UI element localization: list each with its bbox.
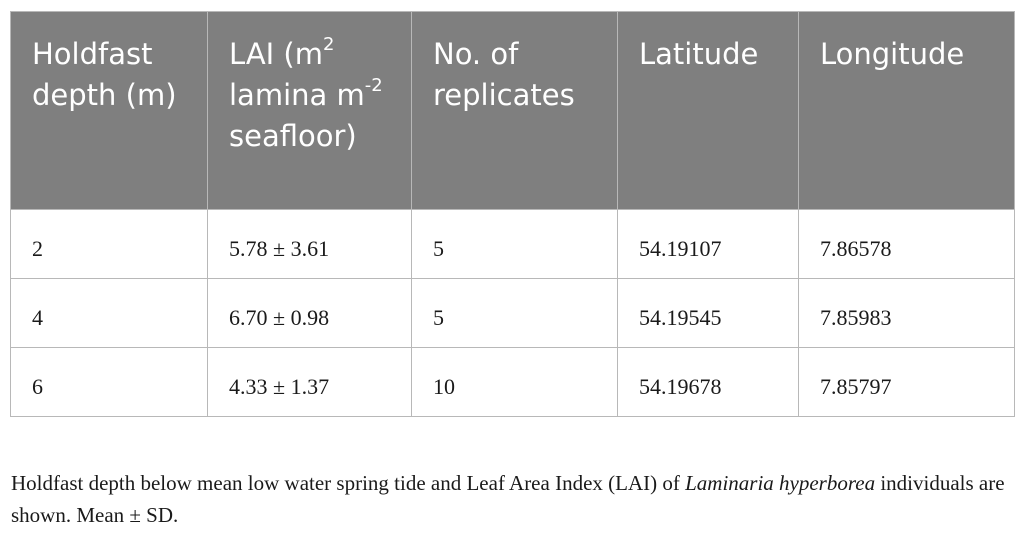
header-longitude: Longitude (798, 11, 1015, 210)
cell-longitude: 7.85983 (798, 278, 1015, 348)
cell-latitude: 54.19678 (617, 347, 799, 417)
cell-lai: 6.70 ± 0.98 (207, 278, 412, 348)
caption-species-name: Laminaria hyperborea (685, 471, 876, 495)
cell-lai: 4.33 ± 1.37 (207, 347, 412, 417)
cell-lai: 5.78 ± 3.61 (207, 209, 412, 279)
cell-latitude: 54.19545 (617, 278, 799, 348)
header-lai: LAI (m2 lamina m-2 seafloor) (207, 11, 412, 210)
cell-longitude: 7.85797 (798, 347, 1015, 417)
cell-replicates: 10 (411, 347, 618, 417)
table-caption: Holdfast depth below mean low water spri… (11, 467, 1015, 531)
cell-latitude: 54.19107 (617, 209, 799, 279)
data-table-container: Holdfast depth (m) LAI (m2 lamina m-2 se… (10, 11, 1015, 417)
cell-replicates: 5 (411, 278, 618, 348)
header-replicates: No. of replicates (411, 11, 618, 210)
header-latitude: Latitude (617, 11, 799, 210)
caption-text-start: Holdfast depth below mean low water spri… (11, 471, 686, 495)
cell-depth: 6 (10, 347, 208, 417)
header-lai-sup1: 2 (323, 34, 335, 56)
cell-replicates: 5 (411, 209, 618, 279)
cell-depth: 4 (10, 278, 208, 348)
cell-depth: 2 (10, 209, 208, 279)
table-header: Holdfast depth (m) LAI (m2 lamina m-2 se… (10, 11, 1015, 210)
table-row: 2 5.78 ± 3.61 5 54.19107 7.86578 (10, 209, 1015, 279)
header-lai-prefix: LAI (m (229, 37, 323, 71)
header-lai-suffix: seafloor) (229, 119, 357, 153)
header-holdfast-depth: Holdfast depth (m) (10, 11, 208, 210)
table-row: 6 4.33 ± 1.37 10 54.19678 7.85797 (10, 347, 1015, 417)
data-table: Holdfast depth (m) LAI (m2 lamina m-2 se… (10, 11, 1015, 417)
header-lai-sup2: -2 (364, 75, 383, 97)
cell-longitude: 7.86578 (798, 209, 1015, 279)
header-row: Holdfast depth (m) LAI (m2 lamina m-2 se… (10, 11, 1015, 210)
header-lai-mid: lamina m (229, 78, 365, 112)
table-body: 2 5.78 ± 3.61 5 54.19107 7.86578 4 6.70 … (10, 209, 1015, 417)
table-row: 4 6.70 ± 0.98 5 54.19545 7.85983 (10, 278, 1015, 348)
caption-text-end: individuals are shown. Mean ± SD. (11, 471, 1005, 527)
